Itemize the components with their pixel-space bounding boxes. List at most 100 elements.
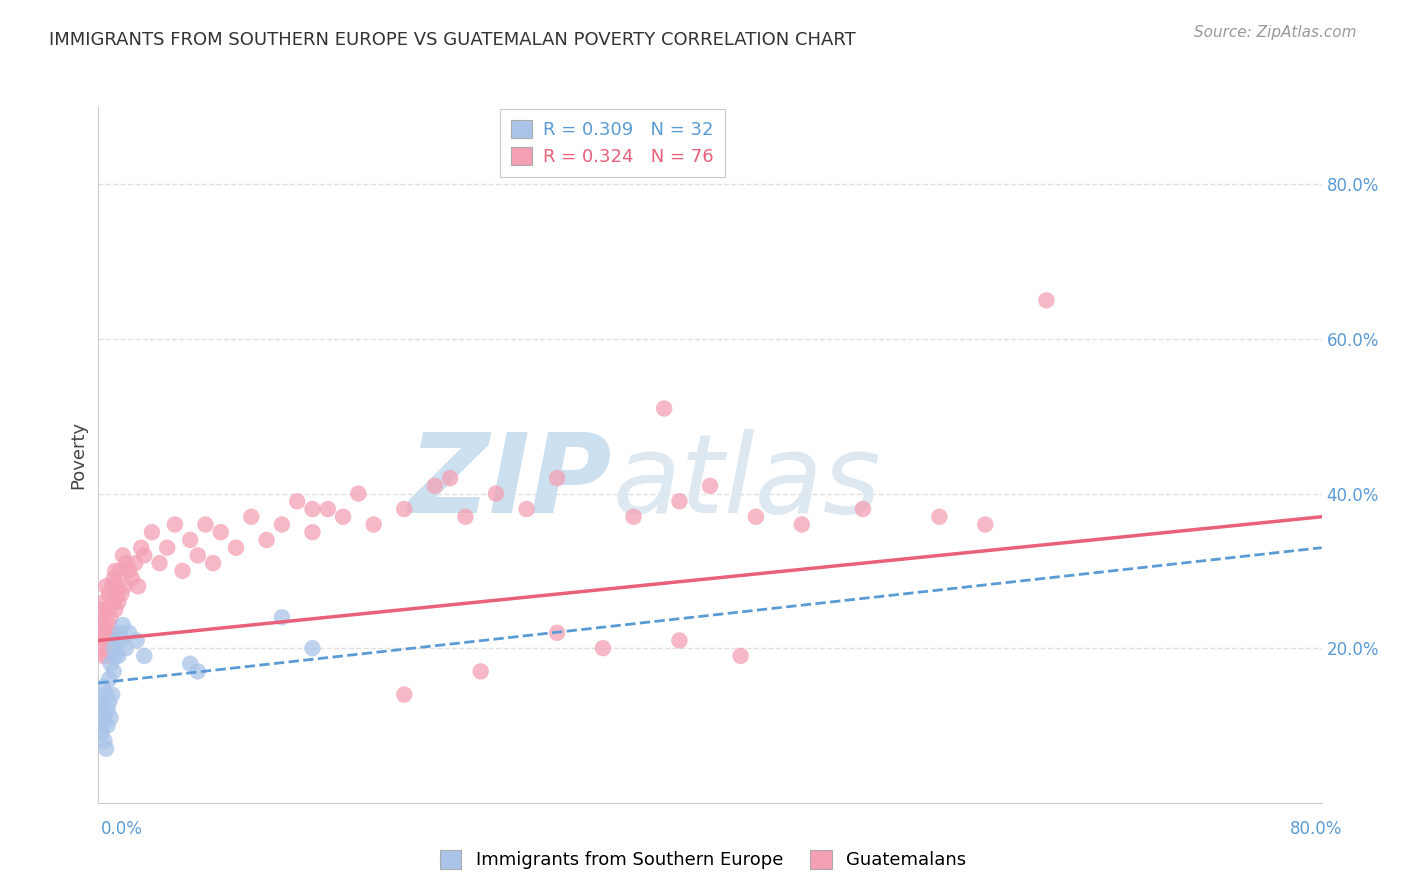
- Point: [93, 711, 115, 725]
- Point: [103, 572, 125, 586]
- Point: [101, 688, 124, 702]
- Point: [1035, 293, 1057, 308]
- Point: [105, 579, 128, 593]
- Point: [439, 471, 461, 485]
- Point: [270, 610, 292, 624]
- Point: [187, 665, 209, 679]
- Point: [347, 486, 370, 500]
- Point: [91, 648, 114, 663]
- Point: [91, 610, 114, 624]
- Point: [134, 549, 156, 563]
- Point: [225, 541, 247, 555]
- Point: [97, 602, 120, 616]
- Legend: R = 0.309   N = 32, R = 0.324   N = 76: R = 0.309 N = 32, R = 0.324 N = 76: [499, 109, 724, 177]
- Point: [110, 587, 132, 601]
- Point: [124, 556, 146, 570]
- Point: [454, 509, 477, 524]
- Point: [115, 556, 138, 570]
- Point: [172, 564, 194, 578]
- Point: [94, 579, 117, 593]
- Point: [98, 618, 121, 632]
- Point: [134, 648, 156, 663]
- Point: [623, 509, 645, 524]
- Point: [285, 494, 308, 508]
- Point: [209, 525, 232, 540]
- Point: [121, 572, 143, 586]
- Legend: Immigrants from Southern Europe, Guatemalans: Immigrants from Southern Europe, Guatema…: [430, 841, 976, 879]
- Point: [163, 517, 186, 532]
- Point: [107, 648, 129, 663]
- Point: [101, 579, 124, 593]
- Point: [103, 665, 125, 679]
- Point: [93, 633, 115, 648]
- Point: [94, 688, 117, 702]
- Point: [592, 641, 614, 656]
- Point: [652, 401, 675, 416]
- Point: [730, 648, 752, 663]
- Point: [100, 711, 122, 725]
- Text: Source: ZipAtlas.com: Source: ZipAtlas.com: [1194, 25, 1357, 40]
- Point: [111, 549, 134, 563]
- Point: [301, 641, 323, 656]
- Point: [118, 625, 141, 640]
- Point: [104, 648, 127, 663]
- Point: [974, 517, 997, 532]
- Point: [90, 625, 112, 640]
- Point: [202, 556, 225, 570]
- Point: [89, 695, 111, 709]
- Text: 80.0%: 80.0%: [1291, 820, 1343, 838]
- Point: [179, 533, 201, 547]
- Point: [668, 494, 690, 508]
- Point: [423, 479, 446, 493]
- Point: [852, 502, 875, 516]
- Text: 0.0%: 0.0%: [101, 820, 143, 838]
- Point: [127, 579, 149, 593]
- Point: [90, 703, 112, 717]
- Point: [240, 509, 263, 524]
- Point: [485, 486, 508, 500]
- Point: [105, 633, 128, 648]
- Point: [98, 587, 121, 601]
- Point: [100, 657, 122, 671]
- Point: [790, 517, 813, 532]
- Point: [97, 648, 120, 663]
- Point: [108, 564, 131, 578]
- Point: [111, 618, 134, 632]
- Point: [91, 680, 114, 694]
- Point: [316, 502, 339, 516]
- Point: [100, 610, 122, 624]
- Point: [90, 726, 112, 740]
- Point: [332, 509, 354, 524]
- Point: [89, 641, 111, 656]
- Point: [699, 479, 721, 493]
- Point: [94, 741, 117, 756]
- Point: [149, 556, 172, 570]
- Point: [301, 502, 323, 516]
- Point: [105, 587, 128, 601]
- Point: [745, 509, 768, 524]
- Point: [103, 595, 125, 609]
- Point: [118, 564, 141, 578]
- Point: [179, 657, 201, 671]
- Point: [928, 509, 950, 524]
- Point: [115, 641, 138, 656]
- Point: [97, 718, 120, 732]
- Point: [156, 541, 179, 555]
- Point: [546, 471, 568, 485]
- Point: [94, 625, 117, 640]
- Point: [110, 633, 132, 648]
- Text: ZIP: ZIP: [409, 429, 612, 536]
- Point: [392, 502, 416, 516]
- Point: [101, 625, 124, 640]
- Point: [89, 618, 111, 632]
- Point: [301, 525, 323, 540]
- Point: [93, 734, 115, 748]
- Point: [104, 602, 127, 616]
- Point: [98, 695, 121, 709]
- Point: [93, 595, 115, 609]
- Point: [470, 665, 492, 679]
- Point: [103, 641, 125, 656]
- Point: [91, 718, 114, 732]
- Point: [97, 703, 120, 717]
- Point: [125, 633, 148, 648]
